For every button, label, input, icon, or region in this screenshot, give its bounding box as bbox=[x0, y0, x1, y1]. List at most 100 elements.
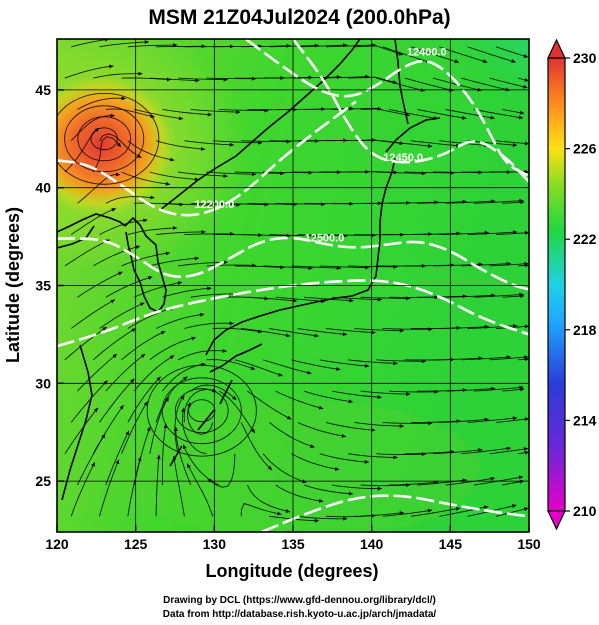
streamline-arrow bbox=[334, 466, 340, 471]
streamline-arrow bbox=[399, 424, 404, 429]
streamline bbox=[181, 407, 207, 455]
colorbar-scale bbox=[547, 57, 566, 512]
streamline-arrow bbox=[223, 174, 228, 178]
streamline bbox=[291, 453, 340, 471]
streamline-arrow bbox=[518, 115, 524, 120]
streamline bbox=[291, 76, 342, 79]
streamline-arrow bbox=[115, 459, 120, 465]
temperature-field bbox=[57, 39, 529, 532]
streamline-arrow bbox=[156, 454, 161, 460]
streamline bbox=[241, 140, 291, 143]
streamline bbox=[332, 484, 382, 490]
streamline bbox=[489, 447, 529, 455]
y-tick-label: 45 bbox=[35, 82, 51, 98]
streamline bbox=[206, 77, 256, 80]
streamline bbox=[206, 359, 256, 370]
streamline bbox=[297, 515, 348, 520]
streamline bbox=[325, 421, 376, 431]
streamline bbox=[410, 46, 460, 63]
streamline bbox=[354, 421, 404, 427]
streamline-arrow bbox=[121, 96, 126, 101]
streamline-arrow bbox=[349, 298, 354, 303]
streamline bbox=[325, 44, 376, 48]
streamline bbox=[178, 77, 228, 81]
streamline bbox=[149, 171, 199, 181]
streamline bbox=[92, 245, 141, 267]
streamline bbox=[495, 507, 529, 517]
streamline-arrow bbox=[165, 251, 170, 256]
streamline-arrow bbox=[267, 465, 273, 470]
streamline-arrow bbox=[110, 299, 115, 304]
streamline bbox=[495, 232, 529, 236]
streamline bbox=[207, 453, 236, 488]
streamline bbox=[105, 430, 130, 486]
streamline bbox=[70, 207, 117, 235]
streamline bbox=[64, 239, 110, 267]
streamline bbox=[467, 417, 518, 423]
streamline-arrow bbox=[524, 230, 529, 235]
streamline-arrow bbox=[519, 387, 525, 392]
streamline bbox=[360, 108, 410, 116]
streamline-arrow bbox=[427, 143, 433, 148]
streamline bbox=[495, 325, 529, 329]
streamline bbox=[263, 171, 313, 174]
streamline-arrow bbox=[524, 417, 529, 422]
streamline bbox=[473, 108, 524, 119]
contour-line bbox=[291, 39, 529, 183]
streamline-arrow bbox=[524, 324, 529, 329]
streamline bbox=[178, 171, 228, 177]
contour-line bbox=[57, 279, 529, 348]
streamline-arrow bbox=[520, 294, 525, 299]
y-tick-label: 40 bbox=[35, 180, 51, 196]
streamline bbox=[495, 46, 529, 58]
streamline bbox=[162, 202, 212, 206]
streamline bbox=[269, 44, 319, 48]
contour-line bbox=[245, 39, 529, 178]
streamline bbox=[105, 108, 155, 118]
y-tick-label: 35 bbox=[35, 278, 51, 294]
streamline-arrow bbox=[399, 328, 404, 333]
streamline bbox=[77, 353, 118, 392]
streamline-arrow bbox=[478, 448, 483, 452]
x-tick-label: 135 bbox=[281, 536, 305, 552]
streamline-arrow bbox=[250, 428, 255, 433]
streamline bbox=[262, 359, 312, 374]
streamline bbox=[162, 108, 212, 116]
streamline bbox=[445, 108, 495, 119]
streamline bbox=[212, 327, 263, 333]
streamline-arrow bbox=[160, 331, 166, 335]
streamline bbox=[269, 234, 319, 237]
streamline bbox=[410, 140, 461, 147]
streamline bbox=[70, 115, 115, 142]
streamline-arrow bbox=[130, 378, 135, 384]
streamline-arrow bbox=[103, 380, 108, 385]
streamline bbox=[186, 463, 214, 517]
colorbar-max-arrow bbox=[547, 38, 566, 59]
eddy-ring bbox=[77, 116, 132, 162]
streamline bbox=[190, 108, 241, 113]
streamline bbox=[105, 196, 155, 204]
streamline bbox=[156, 231, 206, 236]
axis-ticks: 120 125 130 135 140 145 150 25 30 35 40 45 bbox=[35, 82, 540, 552]
colorbar-tick-label: 230 bbox=[573, 50, 597, 66]
streamline bbox=[269, 328, 319, 337]
streamline bbox=[99, 41, 149, 48]
streamline bbox=[240, 422, 273, 471]
streamline-arrow bbox=[483, 505, 489, 510]
streamline bbox=[439, 506, 489, 517]
streamline-arrow bbox=[427, 508, 432, 513]
streamline bbox=[275, 296, 326, 302]
streamline-arrow bbox=[524, 357, 529, 362]
streamline-arrow bbox=[506, 446, 511, 451]
streamline bbox=[360, 390, 411, 395]
streamline bbox=[70, 462, 96, 517]
streamline bbox=[461, 447, 511, 455]
streamline-arrow bbox=[377, 395, 382, 400]
streamline bbox=[269, 422, 315, 448]
streamline bbox=[360, 296, 411, 299]
contour-line bbox=[57, 100, 357, 217]
streamline bbox=[325, 328, 376, 334]
streamline-arrow bbox=[125, 430, 130, 436]
streamline bbox=[388, 390, 439, 393]
streamline bbox=[177, 350, 227, 361]
